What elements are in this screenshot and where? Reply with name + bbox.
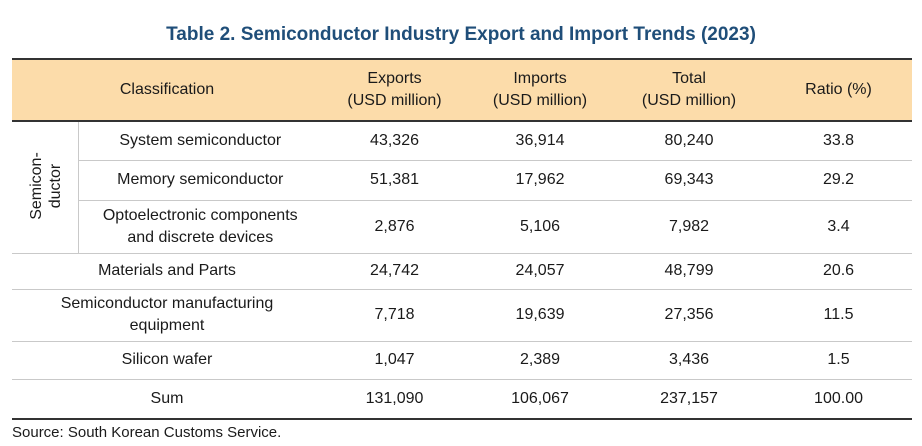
- row-label: System semiconductor: [78, 121, 323, 161]
- row-label-line: Memory semiconductor: [117, 171, 284, 188]
- value-cell: 2,876: [322, 200, 468, 254]
- row-label-line: System semiconductor: [119, 131, 282, 149]
- value-cell: 24,057: [467, 253, 614, 290]
- header-cell: Imports (USD million): [467, 58, 614, 122]
- header-cell: Classification: [12, 58, 323, 122]
- row-label-line: equipment: [129, 317, 205, 334]
- header-cell: Ratio (%): [765, 58, 913, 122]
- value-cell: 1,047: [322, 341, 468, 380]
- value-cell: 1.5: [765, 341, 913, 380]
- value-cell: 7,982: [613, 200, 766, 254]
- value-cell: 2,389: [467, 341, 614, 380]
- row-label: Optoelectronic components and discrete de…: [78, 200, 323, 254]
- value-cell: 237,157: [613, 379, 766, 420]
- value-cell: 3,436: [613, 341, 766, 380]
- row-label-line: Sum: [150, 389, 184, 407]
- header-unit: (USD million): [347, 92, 442, 109]
- value-cell: 3.4: [765, 200, 913, 254]
- group-label-line: ductor: [46, 164, 64, 209]
- value-cell: 11.5: [765, 289, 913, 342]
- header-label: Imports: [513, 70, 567, 87]
- value-cell: 80,240: [613, 121, 766, 161]
- value-cell: 24,742: [322, 253, 468, 290]
- value-cell: 17,962: [467, 160, 614, 201]
- header-cell: Total (USD million): [613, 58, 766, 122]
- table-body: Semicon-ductor System semiconductor 43,326…: [12, 121, 913, 420]
- value-cell: 20.6: [765, 253, 913, 290]
- table-row: Materials and Parts 24,742 24,057 48,799 20.…: [12, 253, 913, 290]
- value-cell: 36,914: [467, 121, 614, 161]
- row-label-line: Materials and Parts: [98, 262, 236, 279]
- header-label: Classification: [119, 81, 215, 98]
- row-label: Memory semiconductor: [78, 160, 323, 201]
- value-cell: 43,326: [322, 121, 468, 161]
- header-label: Exports: [367, 70, 422, 87]
- table-header: Classification Exports (USD million) Import…: [12, 58, 913, 122]
- row-label: Semiconductor manufacturing equipment: [12, 289, 323, 342]
- group-cell: Semicon-ductor: [12, 121, 79, 254]
- value-cell: 48,799: [613, 253, 766, 290]
- value-cell: 33.8: [765, 121, 913, 161]
- value-cell: 29.2: [765, 160, 913, 201]
- table-row: Silicon wafer 1,047 2,389 3,436 1.5: [12, 341, 913, 380]
- source-note: Source: South Korean Customs Service.: [12, 424, 282, 441]
- table-row: Semiconductor manufacturing equipment 7,71…: [12, 289, 913, 342]
- row-label: Sum: [12, 379, 323, 420]
- header-unit: (USD million): [492, 92, 588, 109]
- table-title: Table 2. Semiconductor Industry Export a…: [166, 24, 756, 45]
- header-label: Total: [672, 70, 706, 87]
- table-row: Optoelectronic components and discrete de…: [12, 200, 913, 254]
- header-cell: Exports (USD million): [322, 58, 468, 122]
- group-label-line: Semicon-: [27, 152, 45, 221]
- header-label: Ratio (%): [805, 81, 872, 98]
- table-row: Sum 131,090 106,067 237,157 100.00: [12, 379, 913, 420]
- row-label: Silicon wafer: [12, 341, 323, 380]
- header-unit: (USD million): [641, 92, 737, 109]
- value-cell: 100.00: [765, 379, 913, 420]
- value-cell: 5,106: [467, 200, 614, 254]
- value-cell: 7,718: [322, 289, 468, 342]
- row-label-line: Silicon wafer: [121, 351, 213, 368]
- group-label: Semicon-ductor: [27, 152, 65, 220]
- row-label-line: and discrete devices: [127, 228, 274, 246]
- value-cell: 51,381: [322, 160, 468, 201]
- table-row: Semicon-ductor System semiconductor 43,326…: [12, 121, 913, 254]
- row-label-line: Semiconductor manufacturing: [60, 295, 274, 312]
- value-cell: 27,356: [613, 289, 766, 342]
- row-label-line: Optoelectronic components: [102, 206, 298, 224]
- value-cell: 131,090: [322, 379, 468, 420]
- table-row: Memory semiconductor 51,381 17,962 69,343 29…: [12, 160, 913, 201]
- row-label: Materials and Parts: [12, 253, 323, 290]
- value-cell: 106,067: [467, 379, 614, 420]
- data-table: Classification Exports (USD million) Import…: [12, 58, 913, 420]
- value-cell: 19,639: [467, 289, 614, 342]
- value-cell: 69,343: [613, 160, 766, 201]
